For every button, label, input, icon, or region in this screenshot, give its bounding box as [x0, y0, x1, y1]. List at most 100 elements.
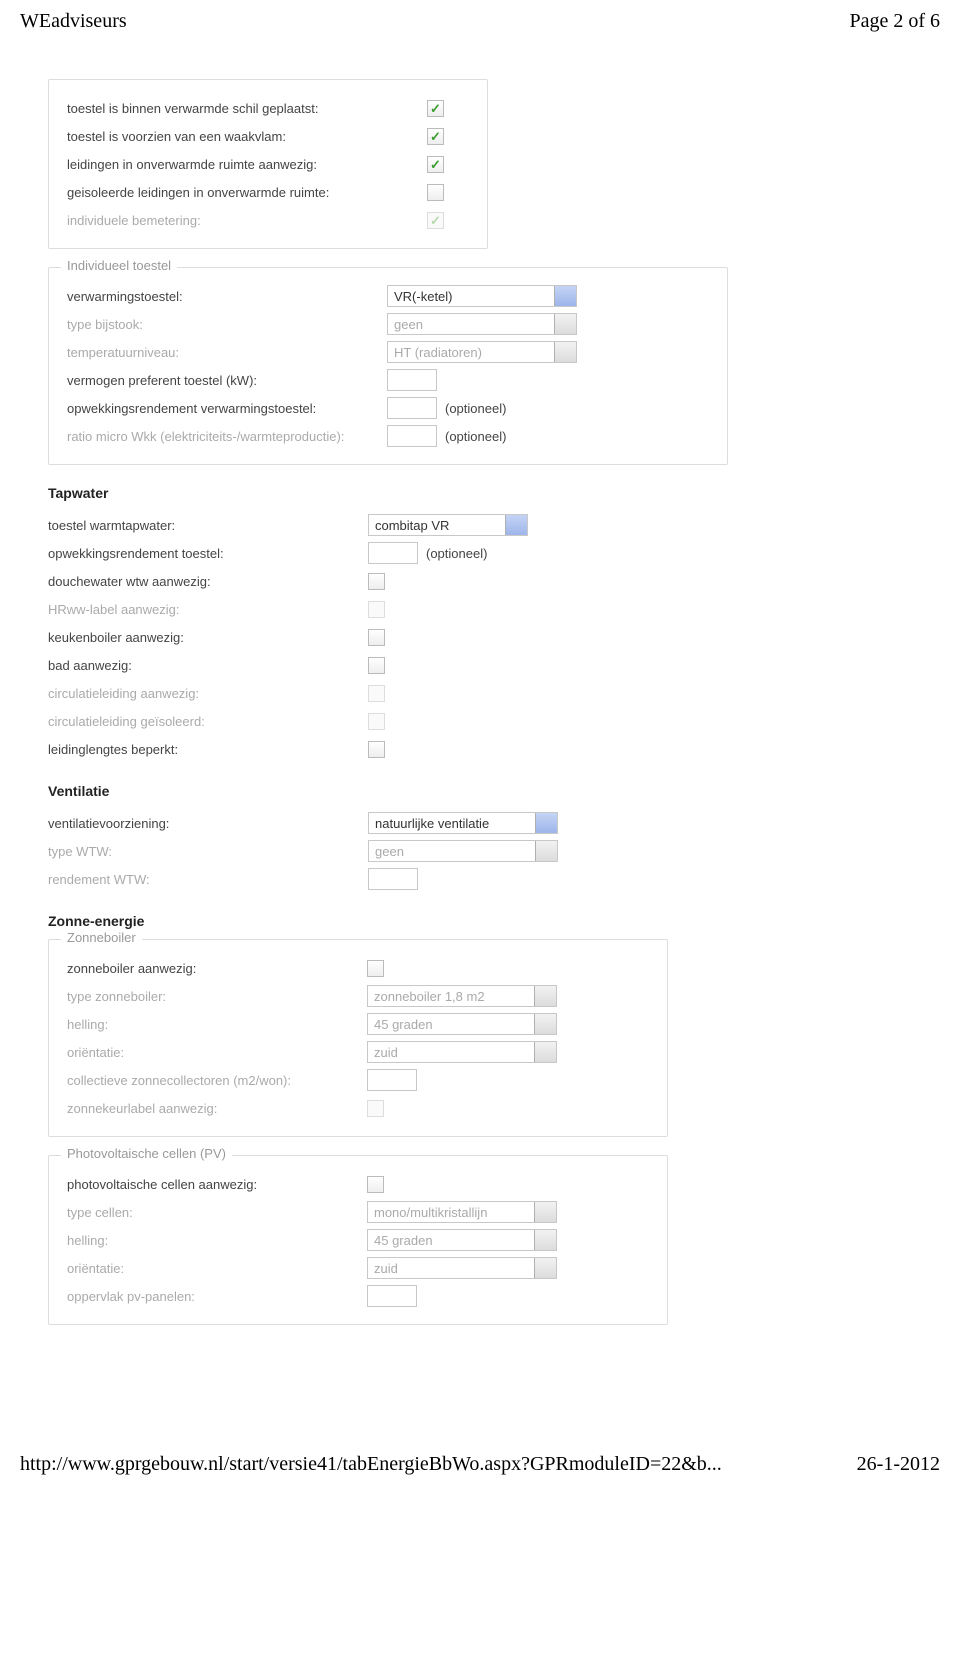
- header-page: Page 2 of 6: [849, 10, 940, 33]
- dropdown-ventilatie-voorziening[interactable]: natuurlijke ventilatie: [368, 812, 558, 834]
- dropdown-text: geen: [388, 317, 554, 332]
- dropdown-text: zonneboiler 1,8 m2: [368, 989, 534, 1004]
- checkbox-tap-4: [368, 685, 385, 702]
- label-tap-1: HRww-label aanwezig:: [48, 602, 368, 617]
- label-tap-0: douchewater wtw aanwezig:: [48, 574, 368, 589]
- chevron-down-icon: [534, 986, 556, 1006]
- checkbox-top-4: [427, 212, 444, 229]
- checkbox-top-1[interactable]: [427, 128, 444, 145]
- label-type-bijstook: type bijstook:: [67, 317, 387, 332]
- checkbox-pv-aanwezig[interactable]: [367, 1176, 384, 1193]
- checkbox-top-2[interactable]: [427, 156, 444, 173]
- label-tap-5: circulatieleiding geïsoleerd:: [48, 714, 368, 729]
- checkbox-tap-5: [368, 713, 385, 730]
- dropdown-zb-type: zonneboiler 1,8 m2: [367, 985, 557, 1007]
- input-pv-oppervlak: [367, 1285, 417, 1307]
- label-verwarmingstoestel: verwarmingstoestel:: [67, 289, 387, 304]
- section-title-zonne: Zonne-energie: [48, 913, 740, 929]
- checkbox-tap-6[interactable]: [368, 741, 385, 758]
- input-opwek-rend[interactable]: [387, 397, 437, 419]
- group-individueel-toestel: Individueel toestel verwarmingstoestel: …: [48, 267, 728, 465]
- label-tap-4: circulatieleiding aanwezig:: [48, 686, 368, 701]
- dropdown-text: zuid: [368, 1261, 534, 1276]
- checkbox-top-3[interactable]: [427, 184, 444, 201]
- chevron-down-icon[interactable]: [554, 286, 576, 306]
- label-ratio-wkk: ratio micro Wkk (elektriciteits-/warmtep…: [67, 429, 387, 444]
- dropdown-text: geen: [369, 844, 535, 859]
- checkbox-zb-aanwezig[interactable]: [367, 960, 384, 977]
- checkbox-top-0[interactable]: [427, 100, 444, 117]
- dropdown-pv-orientatie: zuid: [367, 1257, 557, 1279]
- input-vermogen[interactable]: [387, 369, 437, 391]
- chevron-down-icon: [534, 1202, 556, 1222]
- input-ratio-wkk: [387, 425, 437, 447]
- chevron-down-icon[interactable]: [505, 515, 527, 535]
- footer-url: http://www.gprgebouw.nl/start/versie41/t…: [20, 1453, 722, 1476]
- section-title-ventilatie: Ventilatie: [48, 783, 740, 799]
- input-opwek-rend-tap[interactable]: [368, 542, 418, 564]
- label-zb-aanwezig: zonneboiler aanwezig:: [67, 961, 367, 976]
- dropdown-text: natuurlijke ventilatie: [369, 816, 535, 831]
- legend-individueel: Individueel toestel: [61, 258, 177, 273]
- label-pv-helling: helling:: [67, 1233, 367, 1248]
- dropdown-verwarmingstoestel[interactable]: VR(-ketel): [387, 285, 577, 307]
- dropdown-zb-orientatie: zuid: [367, 1041, 557, 1063]
- dropdown-type-bijstook: geen: [387, 313, 577, 335]
- label-pv-oppervlak: oppervlak pv-panelen:: [67, 1289, 367, 1304]
- dropdown-pv-helling: 45 graden: [367, 1229, 557, 1251]
- label-top-0: toestel is binnen verwarmde schil geplaa…: [67, 101, 427, 116]
- label-zb-helling: helling:: [67, 1017, 367, 1032]
- label-top-4: individuele bemetering:: [67, 213, 427, 228]
- header-title: WEadviseurs: [20, 10, 127, 33]
- dropdown-toestel-tapwater[interactable]: combitap VR: [368, 514, 528, 536]
- page-footer: http://www.gprgebouw.nl/start/versie41/t…: [0, 1443, 960, 1490]
- label-tap-2: keukenboiler aanwezig:: [48, 630, 368, 645]
- label-type-wtw: type WTW:: [48, 844, 368, 859]
- label-opwek-rend: opwekkingsrendement verwarmingstoestel:: [67, 401, 387, 416]
- dropdown-text: VR(-ketel): [388, 289, 554, 304]
- label-zb-orientatie: oriëntatie:: [67, 1045, 367, 1060]
- label-ventilatie-voorziening: ventilatievoorziening:: [48, 816, 368, 831]
- label-opwek-rend-tap: opwekkingsrendement toestel:: [48, 546, 368, 561]
- label-zb-collectoren: collectieve zonnecollectoren (m2/won):: [67, 1073, 367, 1088]
- chevron-down-icon: [535, 841, 557, 861]
- legend-pv: Photovoltaische cellen (PV): [61, 1146, 232, 1161]
- chevron-down-icon[interactable]: [535, 813, 557, 833]
- label-tap-3: bad aanwezig:: [48, 658, 368, 673]
- dropdown-text: HT (radiatoren): [388, 345, 554, 360]
- label-tap-6: leidinglengtes beperkt:: [48, 742, 368, 757]
- chevron-down-icon: [534, 1042, 556, 1062]
- dropdown-text: 45 graden: [368, 1017, 534, 1032]
- label-pv-orientatie: oriëntatie:: [67, 1261, 367, 1276]
- input-rendement-wtw: [368, 868, 418, 890]
- label-top-1: toestel is voorzien van een waakvlam:: [67, 129, 427, 144]
- chevron-down-icon: [534, 1014, 556, 1034]
- label-toestel-tapwater: toestel warmtapwater:: [48, 518, 368, 533]
- label-top-2: leidingen in onverwarmde ruimte aanwezig…: [67, 157, 427, 172]
- label-rendement-wtw: rendement WTW:: [48, 872, 368, 887]
- dropdown-text: 45 graden: [368, 1233, 534, 1248]
- checkbox-tap-0[interactable]: [368, 573, 385, 590]
- label-pv-aanwezig: photovoltaische cellen aanwezig:: [67, 1177, 367, 1192]
- label-temperatuurniveau: temperatuurniveau:: [67, 345, 387, 360]
- dropdown-zb-helling: 45 graden: [367, 1013, 557, 1035]
- section-title-tapwater: Tapwater: [48, 485, 740, 501]
- page-header: WEadviseurs Page 2 of 6: [0, 0, 960, 39]
- legend-zonneboiler: Zonneboiler: [61, 930, 142, 945]
- label-vermogen: vermogen preferent toestel (kW):: [67, 373, 387, 388]
- chevron-down-icon: [554, 314, 576, 334]
- chevron-down-icon: [534, 1230, 556, 1250]
- form-content: toestel is binnen verwarmde schil geplaa…: [0, 39, 760, 1363]
- chevron-down-icon: [534, 1258, 556, 1278]
- checkbox-tap-2[interactable]: [368, 629, 385, 646]
- input-zb-collectoren: [367, 1069, 417, 1091]
- group-zonneboiler: Zonneboiler zonneboiler aanwezig: type z…: [48, 939, 668, 1137]
- label-zb-keurlabel: zonnekeurlabel aanwezig:: [67, 1101, 367, 1116]
- dropdown-pv-type: mono/multikristallijn: [367, 1201, 557, 1223]
- footer-date: 26-1-2012: [857, 1453, 940, 1476]
- chevron-down-icon: [554, 342, 576, 362]
- dropdown-text: combitap VR: [369, 518, 505, 533]
- checkbox-tap-3[interactable]: [368, 657, 385, 674]
- note-optioneel: (optioneel): [445, 429, 506, 444]
- group-general: toestel is binnen verwarmde schil geplaa…: [48, 79, 488, 249]
